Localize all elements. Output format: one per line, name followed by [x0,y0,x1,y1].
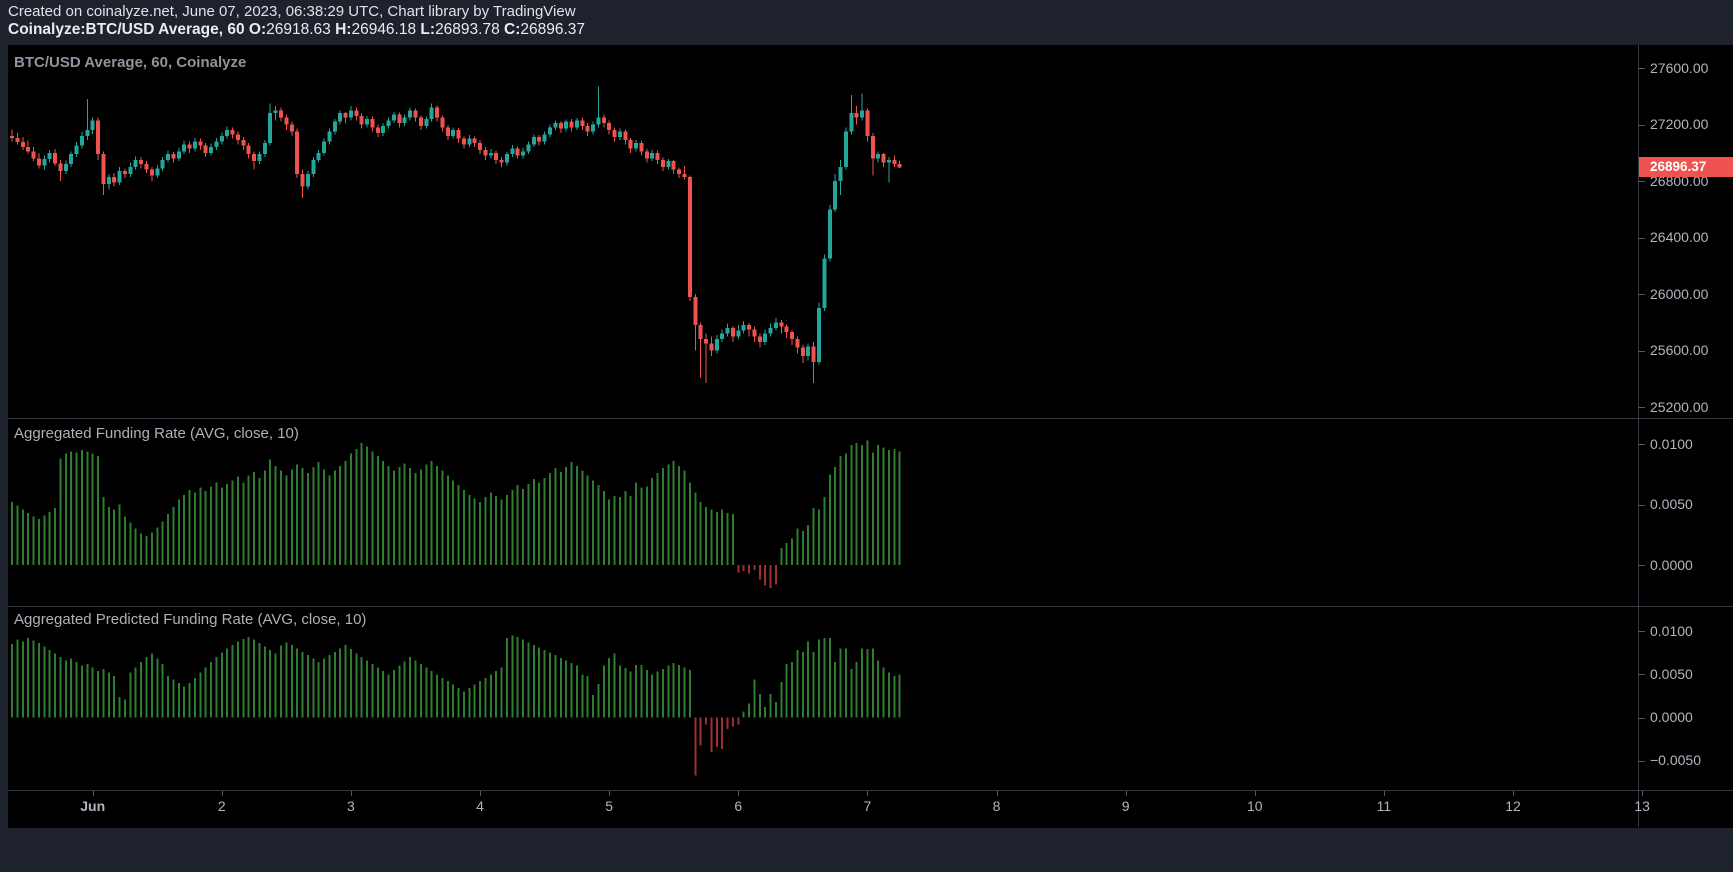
price-tick-26800.00-tick [1638,181,1645,182]
predicted-tick-0.0050: 0.0050 [1650,665,1693,682]
predicted-funding-rate-histogram [11,635,901,776]
time-tick-4 [480,791,482,796]
time-tick-9 [1125,791,1127,796]
funding-tick-0.0000-tick [1638,565,1645,566]
predicted-pane-label: Aggregated Predicted Funding Rate (AVG, … [14,611,367,628]
time-tick-6 [738,791,740,796]
time-tick-10 [1254,791,1256,796]
predicted-tick-0.0100-tick [1638,631,1645,632]
price-tick-27200.00: 27200.00 [1650,116,1709,132]
price-tick-25600.00: 25600.00 [1650,342,1709,358]
price-tick-27600.00: 27600.00 [1650,59,1709,76]
predicted-tick-0.0000: 0.0000 [1650,709,1693,726]
time-label-Jun: Jun [80,798,106,814]
time-label-3: 3 [347,798,355,814]
time-tick-3 [350,791,352,796]
open-value: 26918.63 [266,21,331,38]
predicted-tick-0.0050-tick [1638,674,1645,676]
predicted-tick-0.0000-tick [1638,717,1645,719]
symbol-ohlc-line: Coinalyze:BTC/USD Average, 60 O:26918.63… [8,21,585,39]
price-tick-25200.00: 25200.00 [1650,398,1709,415]
price-pane-title: BTC/USD Average, 60, Coinalyze [14,54,247,71]
time-label-5: 5 [605,798,614,814]
time-label-10: 10 [1246,798,1263,814]
chart-canvas[interactable] [8,45,1733,828]
symbol-name: Coinalyze:BTC/USD Average, 60 [8,21,245,38]
pane-separator-2[interactable] [8,606,1733,607]
funding-rate-histogram [11,440,901,588]
time-label-9: 9 [1121,798,1130,814]
time-axis-separator [8,790,1733,791]
price-tick-25200.00-tick [1638,407,1645,408]
funding-tick-0.0100: 0.0100 [1650,435,1693,452]
close-label: C: [504,21,521,38]
price-tick-26400.00-tick [1638,237,1645,239]
funding-tick-0.0050-tick [1638,504,1645,506]
price-tick-26000.00-tick [1638,294,1645,295]
pane-separator-1[interactable] [8,418,1733,419]
predicted-tick-0.0100: 0.0100 [1650,622,1693,639]
low-value: 26893.78 [435,21,500,38]
price-axis-border [1638,45,1639,827]
time-label-4: 4 [476,798,484,814]
last-price-badge: 26896.37 [1639,157,1733,178]
time-tick-2 [221,791,223,796]
time-tick-7 [867,791,869,796]
price-tick-27200.00-tick [1638,124,1645,126]
time-label-6: 6 [734,798,743,814]
funding-tick-0.0100-tick [1638,444,1645,445]
price-tick-26400.00: 26400.00 [1650,229,1709,245]
time-tick-12 [1513,791,1515,796]
close-value: 26896.37 [520,21,586,38]
attribution-line: Created on coinalyze.net, June 07, 2023,… [8,3,576,20]
funding-tick-0.0050: 0.0050 [1650,496,1693,512]
high-label: H: [335,21,352,38]
time-tick-8 [996,791,998,796]
time-label-7: 7 [863,798,872,814]
open-label: O: [248,21,267,38]
time-label-13: 13 [1634,798,1650,814]
time-tick-Jun [92,791,94,796]
funding-tick-0.0000: 0.0000 [1650,556,1693,573]
time-tick-11 [1383,791,1385,796]
time-tick-13 [1642,791,1644,796]
time-label-8: 8 [992,798,1001,814]
low-label: L: [420,21,436,38]
funding-pane-label: Aggregated Funding Rate (AVG, close, 10) [14,425,299,442]
high-value: 26946.18 [351,21,417,38]
time-label-12: 12 [1505,798,1521,814]
candlestick-series [10,86,902,383]
predicted-tick-−0.0050: −0.0050 [1650,752,1701,769]
predicted-tick-−0.0050-tick [1638,760,1645,762]
price-tick-25600.00-tick [1638,350,1645,352]
footer-bar: Coinalyze [0,828,1733,872]
price-tick-26000.00: 26000.00 [1650,285,1709,302]
time-label-11: 11 [1376,798,1392,814]
time-label-2: 2 [217,798,226,814]
price-tick-27600.00-tick [1638,68,1645,69]
time-tick-5 [609,791,611,796]
